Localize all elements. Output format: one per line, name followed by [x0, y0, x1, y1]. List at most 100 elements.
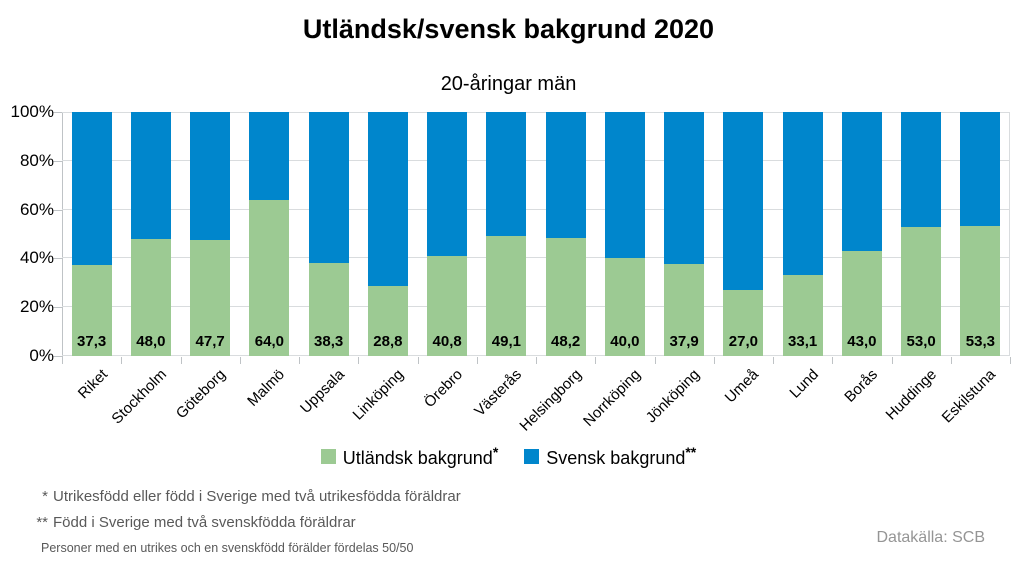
stacked-bar: 37,3	[71, 112, 112, 356]
x-axis-category-label: Örebro	[421, 366, 467, 412]
bar-column: 28,8	[358, 112, 417, 356]
x-axis-category-label: Huddinge	[882, 366, 941, 424]
stacked-bar: 49,1	[486, 112, 527, 356]
x-axis-category-label: Riket	[74, 366, 111, 403]
x-axis-category-label: Helsingborg	[516, 366, 585, 435]
y-axis-tick-label: 40%	[19, 248, 54, 268]
gridline	[62, 355, 1010, 356]
bar-segment-utlandsk	[545, 238, 586, 356]
bar-segment-utlandsk	[901, 226, 942, 356]
bar-segment-svensk	[782, 112, 823, 276]
x-axis-labels: Riket Stockholm Göteborg Malmö Uppsala Linköp…	[62, 366, 1010, 451]
bar-segment-utlandsk	[308, 262, 349, 356]
bar-segment-utlandsk	[841, 251, 882, 356]
y-axis-tick	[53, 209, 62, 211]
y-axis-tick	[53, 307, 62, 309]
chart-title: Utländsk/svensk bakgrund 2020	[302, 14, 715, 44]
bar-segment-utlandsk	[782, 275, 823, 356]
plot-right-border	[1009, 112, 1010, 356]
gridline	[62, 306, 1010, 308]
bar-value-label: 37,3	[77, 333, 107, 350]
bar-segment-utlandsk	[249, 199, 290, 356]
x-axis-category-label: Västerås	[471, 366, 526, 420]
x-axis-category-label: Norrköping	[580, 366, 645, 430]
bar-segment-utlandsk	[960, 225, 1001, 356]
bar-value-label: 38,3	[314, 333, 344, 350]
bar-column: 53,0	[892, 112, 951, 356]
bar-value-label: 27,0	[728, 333, 758, 350]
y-axis-tick-label: 100%	[10, 102, 54, 121]
x-axis-tick	[299, 357, 300, 364]
bar-segment-utlandsk	[130, 238, 171, 356]
stacked-bar: 47,7	[190, 112, 231, 356]
x-axis-tick	[239, 357, 241, 364]
x-axis-tick	[950, 357, 952, 364]
gridline	[62, 257, 1010, 259]
x-axis-category-label: Uppsala	[296, 366, 348, 417]
y-axis-tick-label: 20%	[19, 297, 54, 317]
stacked-bar: 53,3	[960, 112, 1001, 356]
legend-label: Utländsk bakgrund*	[342, 444, 499, 468]
x-axis-tick	[476, 357, 478, 364]
bar-segment-utlandsk	[723, 290, 764, 356]
bar-segment-svensk	[604, 112, 645, 259]
bar-segment-svensk	[841, 112, 882, 252]
x-axis-category-label: Lund	[786, 366, 822, 402]
x-axis-category-label: Eskilstuna	[939, 366, 1000, 427]
bar-segment-utlandsk	[71, 265, 112, 356]
bar-segment-utlandsk	[427, 256, 468, 356]
bar-value-label: 37,9	[669, 333, 699, 350]
x-axis-tick	[595, 357, 597, 364]
y-axis-tick	[53, 356, 62, 357]
footnote-marker: **	[36, 514, 48, 531]
stacked-bar: 27,0	[723, 112, 764, 356]
y-axis-line	[62, 112, 63, 357]
bar-segment-svensk	[427, 112, 468, 257]
bar-value-label: 47,7	[195, 333, 225, 350]
bar-segment-svensk	[486, 112, 527, 237]
stacked-bar: 48,0	[130, 112, 171, 356]
stacked-bar: 28,8	[367, 112, 408, 356]
y-axis-tick	[53, 258, 62, 260]
legend-item: Svensk bakgrund**	[524, 444, 696, 469]
legend-item: Utländsk bakgrund*	[320, 444, 499, 469]
stacked-bar: 38,3	[308, 112, 349, 356]
bar-segment-svensk	[545, 112, 586, 239]
bar-column: 38,3	[299, 112, 358, 356]
bar-segment-utlandsk	[367, 285, 408, 356]
bar-segment-utlandsk	[664, 263, 705, 356]
bar-segment-svensk	[71, 112, 112, 265]
stacked-bar: 43,0	[841, 112, 882, 356]
bar-value-label: 40,0	[610, 333, 640, 350]
bar-value-label: 64,0	[254, 333, 284, 350]
gridline	[62, 112, 1010, 113]
legend: Utländsk bakgrund* Svensk bakgrund**	[0, 444, 1017, 469]
bar-value-label: 28,8	[373, 333, 403, 350]
y-axis-tick	[53, 112, 62, 113]
bar-segment-svensk	[249, 112, 290, 200]
bar-segment-svensk	[367, 112, 408, 286]
bar-column: 47,7	[181, 112, 240, 356]
gridline	[62, 159, 1010, 161]
bar-value-label: 48,0	[136, 333, 166, 350]
x-axis-category-label: Jönköping	[642, 366, 704, 427]
x-axis-tick	[713, 357, 715, 364]
bar-column: 48,0	[121, 112, 180, 356]
bar-segment-svensk	[723, 112, 764, 291]
footnote-line: ** Född i Sverige med två svenskfödda för…	[26, 510, 461, 536]
bar-column: 37,9	[655, 112, 714, 356]
stacked-bar: 48,2	[545, 112, 586, 356]
x-axis-category-label: Umeå	[722, 366, 763, 407]
bar-value-label: 53,0	[906, 333, 936, 350]
stacked-bar: 37,9	[664, 112, 705, 356]
x-axis-tick	[417, 357, 419, 364]
bar-column: 27,0	[714, 112, 773, 356]
bar-segment-utlandsk	[486, 236, 527, 356]
bar-column: 64,0	[240, 112, 299, 356]
bar-column: 48,2	[536, 112, 595, 356]
stacked-bar: 40,8	[427, 112, 468, 356]
stacked-bar: 33,1	[782, 112, 823, 356]
footnote-line: * Utrikesfödd eller född i Sverige med tv…	[26, 484, 461, 510]
footnote-marker: *	[42, 488, 48, 505]
